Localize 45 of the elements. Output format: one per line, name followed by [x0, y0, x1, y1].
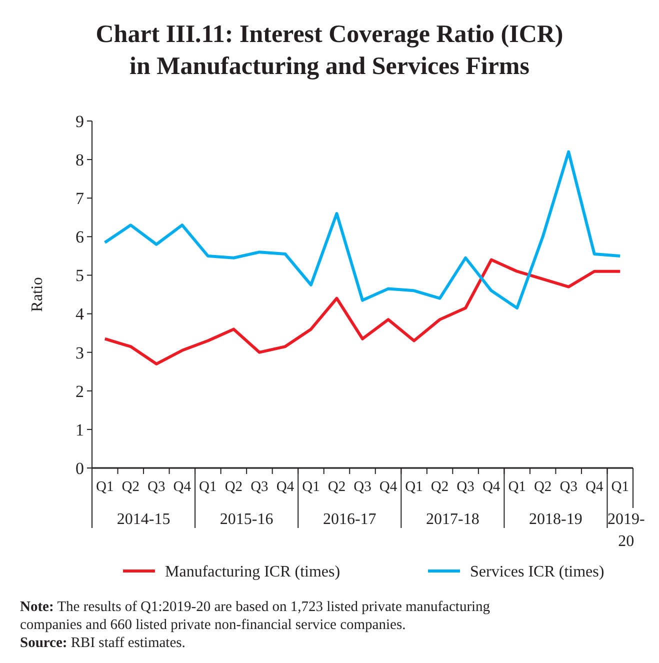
x-tick-label: Q1 [302, 479, 320, 495]
text: 2015-16 [220, 511, 274, 528]
y-tick-label: 5 [76, 266, 84, 286]
x-tick-label: Q2 [122, 479, 140, 495]
x-tick-label: Q3 [148, 479, 166, 495]
text: 2018-19 [529, 511, 582, 528]
y-axis-title: Ratio [29, 277, 46, 312]
y-tick-label: 2 [76, 382, 84, 401]
y-tick-label: 3 [76, 343, 84, 362]
y-tick-label: 9 [76, 112, 84, 131]
x-tick-label: Q4 [173, 479, 192, 495]
x-tick-label: Q1 [611, 479, 629, 495]
y-tick-label: 6 [76, 228, 84, 247]
x-tick-label: Q1 [96, 479, 114, 495]
x-tick-label: Q1 [508, 479, 526, 495]
x-tick-label: Q4 [585, 479, 604, 495]
x-tick-label: Q2 [534, 479, 552, 495]
x-tick-label: Q4 [379, 479, 398, 495]
legend-label: Services ICR (times) [470, 564, 604, 581]
x-tick-label: Q4 [276, 479, 295, 495]
text: Note: The results of Q1:2019-20 are based on 1,723 listed private manufacturing companies and 660 listed private non-financial service companies. [20, 599, 490, 633]
line-series [103, 258, 622, 366]
x-tick-label: Q1 [405, 479, 423, 495]
x-tick-label: Q3 [560, 479, 578, 495]
text: 2014-15 [116, 511, 170, 528]
line-series [103, 150, 622, 310]
legend-label: Manufacturing ICR (times) [165, 564, 340, 581]
y-tick-label: 4 [76, 304, 84, 324]
text: 2019-20 [607, 511, 645, 550]
x-tick-label: Q3 [250, 479, 268, 495]
y-tick-label: 1 [76, 420, 84, 440]
text: 2017-18 [426, 511, 480, 528]
x-tick-label: Q3 [354, 479, 372, 495]
y-tick-label: 0 [76, 458, 84, 478]
source-note: Source: RBI staff estimates. [20, 635, 186, 651]
chart-title: Chart III.11: Interest Coverage Ratio (ICR) in Manufacturing and Services Firms [96, 21, 564, 80]
x-tick-label: Q1 [199, 479, 217, 495]
y-tick-label: 7 [76, 189, 84, 208]
x-tick-label: Q2 [328, 479, 346, 495]
x-tick-label: Q2 [224, 479, 243, 495]
y-tick-label: 8 [76, 150, 84, 170]
x-tick-label: Q3 [456, 479, 474, 495]
text: 2016-17 [322, 511, 376, 528]
x-tick-label: Q4 [482, 479, 501, 495]
x-tick-label: Q2 [430, 479, 449, 495]
